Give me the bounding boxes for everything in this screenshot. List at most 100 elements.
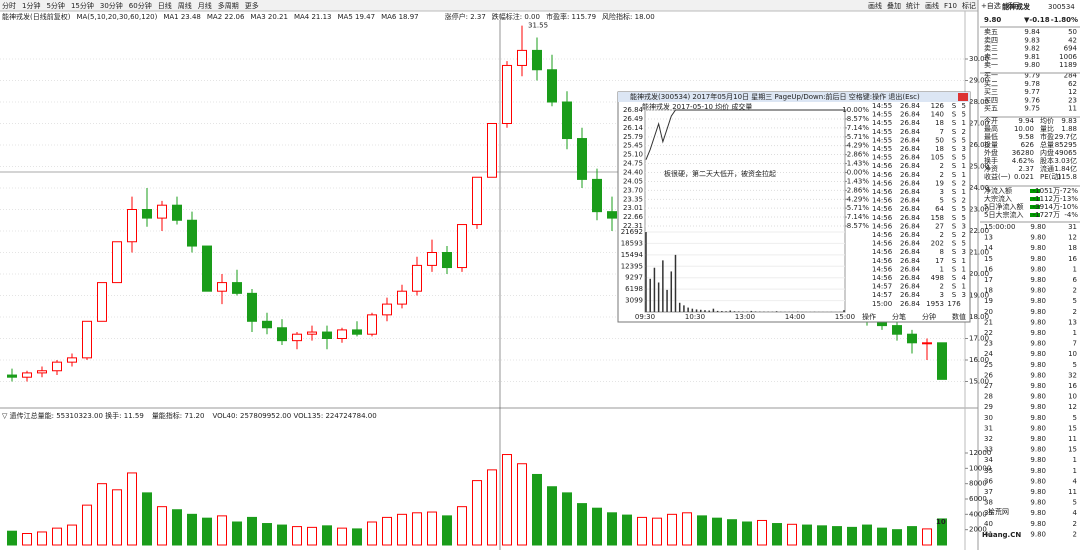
period-tab[interactable]: 60分钟 (129, 1, 152, 10)
period-tab[interactable]: 15分钟 (71, 1, 94, 10)
intraday-tick-label: 26.84 (623, 106, 644, 114)
tick-time: 41 (984, 530, 993, 538)
candle-body (907, 333, 917, 344)
volume-tick-label: 8000 (969, 480, 987, 488)
trade-cell: 498 (931, 274, 944, 282)
volume-bar (472, 480, 482, 546)
book-volume: 23 (1068, 96, 1077, 104)
tool-button[interactable]: 标记 (962, 1, 976, 10)
percent-tick-label: 5.71% (847, 133, 870, 141)
volume-tick-label: 6000 (969, 495, 987, 503)
percent-tick-label: 2.86% (847, 186, 870, 194)
period-tab[interactable]: 周线 (178, 1, 192, 10)
trade-cell: 3 (940, 291, 944, 299)
tick-volume: 1 (1073, 329, 1077, 337)
y-tick-label: 21.00 (969, 249, 989, 257)
volume-bar (607, 512, 617, 546)
tool-button[interactable]: 画线 (925, 1, 939, 10)
volume-bar (802, 524, 812, 546)
tool-button[interactable]: 画线 (868, 1, 882, 10)
y-tick-label: 23.00 (969, 206, 989, 214)
tool-button[interactable]: +自选 (981, 1, 1001, 10)
volume-bar (397, 513, 407, 546)
popup-tab[interactable]: 分笔 (892, 312, 906, 321)
candle-body (937, 342, 947, 380)
trade-cell: 158 (931, 214, 944, 222)
trade-cell: 14:55 (872, 128, 892, 136)
percent-tick-label: 8.57% (847, 222, 870, 230)
trade-cell: 3 (962, 145, 966, 153)
book-volume: 12 (1068, 88, 1077, 96)
candle-body (367, 314, 377, 335)
last-price: 9.80 (984, 16, 1001, 24)
tick-price: 9.80 (1030, 371, 1046, 379)
tool-button[interactable]: 叠加 (887, 1, 901, 10)
percent-tick-label: 10.00% (842, 106, 869, 114)
trade-cell: 26.84 (900, 240, 921, 248)
volume-bar (517, 463, 527, 546)
tool-button[interactable]: 统计 (906, 1, 920, 10)
period-tab[interactable]: 多周期 (218, 1, 239, 10)
book-label: 买五 (984, 105, 998, 113)
volume-bar (247, 516, 257, 546)
popup-tab[interactable]: 数值 (952, 312, 966, 321)
period-tab[interactable]: 日线 (158, 1, 172, 10)
candle-body (52, 361, 62, 372)
tick-volume: 1 (1073, 456, 1077, 464)
trade-cell: S (952, 162, 957, 170)
tick-volume: 7 (1073, 340, 1077, 348)
stat-cell: 量比 (1040, 124, 1054, 133)
trade-cell: 2 (940, 171, 944, 179)
trade-cell: S (952, 274, 957, 282)
trade-cell: 1 (962, 188, 966, 196)
period-tab[interactable]: 更多 (245, 1, 259, 10)
candle-body (22, 372, 32, 378)
trade-cell: 8 (940, 248, 944, 256)
volume-bar (637, 516, 647, 546)
tick-price: 9.80 (1030, 456, 1046, 464)
book-label: 买三 (984, 88, 998, 96)
period-tab[interactable]: 5分钟 (46, 1, 64, 10)
volume-bar (142, 492, 152, 546)
tick-volume: 2 (1073, 530, 1077, 538)
period-tab[interactable]: 1分钟 (22, 1, 40, 10)
tick-price: 9.80 (1030, 488, 1046, 496)
tick-price: 9.80 (1030, 382, 1046, 390)
volume-bar (157, 506, 167, 546)
candle-body (37, 370, 47, 374)
tool-button[interactable]: F10 (944, 2, 957, 10)
stat-cell: 换手 (984, 156, 998, 165)
intraday-tick-label: 24.40 (623, 168, 643, 176)
close-button[interactable] (958, 93, 968, 101)
flow-label: 大宗流入 (984, 194, 1012, 203)
candle-body (562, 101, 572, 140)
percent-tick-label: 7.14% (847, 124, 870, 132)
candle-body (202, 245, 212, 292)
header-text: MA6 18.97 (381, 13, 419, 21)
stat-cell: 1.88 (1061, 125, 1077, 133)
trade-cell: 1 (962, 171, 966, 179)
flow-bar (1030, 205, 1040, 209)
popup-tab[interactable]: 分钟 (922, 312, 936, 321)
intraday-volume-label: 18593 (621, 239, 643, 247)
y-tick-label: 30.00 (969, 55, 989, 63)
time-label: 09:30 (635, 313, 655, 321)
candle-body (217, 282, 227, 292)
volume-bar (547, 486, 557, 546)
period-tab[interactable]: 分时 (2, 1, 16, 10)
y-tick-label: 20.00 (969, 270, 989, 278)
header-text: MA(5,10,20,30,60,120) (76, 13, 157, 21)
period-tab[interactable]: 30分钟 (100, 1, 123, 10)
trade-cell: S (952, 240, 957, 248)
tick-time: 32 (984, 435, 993, 443)
trade-cell: 26.84 (900, 197, 921, 205)
period-tab[interactable]: 月线 (198, 1, 212, 10)
trade-cell: 26.84 (900, 257, 921, 265)
popup-tab[interactable]: 操作 (862, 312, 876, 321)
intraday-tick-label: 22.31 (623, 222, 643, 230)
trade-cell: S (952, 128, 957, 136)
volume-bar (187, 513, 197, 546)
tick-volume: 2 (1073, 308, 1077, 316)
tool-button[interactable]: 返回 (1006, 2, 1020, 10)
trade-cell: S (952, 179, 957, 187)
